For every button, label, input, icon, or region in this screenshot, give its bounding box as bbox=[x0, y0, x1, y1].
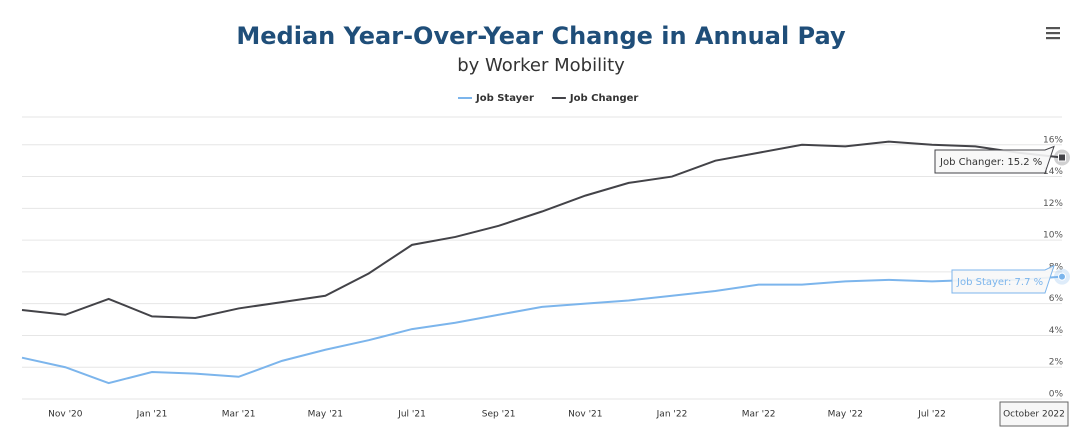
x-tick-label: Jan '21 bbox=[136, 410, 168, 420]
hover-marker bbox=[1058, 153, 1066, 162]
y-tick-label: 6% bbox=[1049, 294, 1064, 304]
x-tick-label: Nov '20 bbox=[48, 410, 83, 420]
x-tick-label: Mar '22 bbox=[742, 410, 776, 420]
y-tick-label: 12% bbox=[1043, 199, 1063, 209]
x-tick-label: Jan '22 bbox=[656, 410, 688, 420]
menu-bar bbox=[1046, 37, 1060, 40]
x-tick-label: May '22 bbox=[828, 410, 863, 420]
y-tick-label: 2% bbox=[1049, 358, 1064, 368]
y-tick-label: 10% bbox=[1043, 231, 1063, 241]
y-tick-label: 4% bbox=[1049, 326, 1064, 336]
chart-subtitle: by Worker Mobility bbox=[457, 55, 625, 76]
legend-label: Job Changer bbox=[569, 93, 638, 104]
menu-bar bbox=[1046, 27, 1060, 30]
x-tick-label: Sep '21 bbox=[482, 410, 516, 420]
x-tooltip-box bbox=[999, 401, 1069, 427]
hover-marker bbox=[1058, 272, 1066, 281]
legend-label: Job Stayer bbox=[475, 93, 534, 104]
chart-title: Median Year-Over-Year Change in Annual P… bbox=[236, 22, 846, 50]
x-tick-label: Nov '21 bbox=[568, 410, 602, 420]
x-tick-label: May '21 bbox=[308, 410, 343, 420]
y-tick-label: 8% bbox=[1049, 262, 1064, 272]
tooltip-box bbox=[934, 145, 1055, 174]
tooltip-box bbox=[951, 264, 1055, 294]
x-tooltip-label: October 2022 bbox=[1003, 410, 1065, 420]
tooltip-label: Job Stayer: 7.7 % bbox=[956, 277, 1043, 288]
x-tick-label: Jul '21 bbox=[397, 410, 426, 420]
y-tick-label: 16% bbox=[1043, 135, 1063, 145]
series-line bbox=[21, 140, 1063, 319]
series-line bbox=[21, 275, 1063, 385]
menu-button[interactable] bbox=[1046, 27, 1060, 40]
y-tick-label: 0% bbox=[1049, 390, 1064, 400]
menu-bar bbox=[1046, 32, 1060, 35]
x-tick-label: Mar '21 bbox=[222, 410, 256, 420]
x-tick-label: Jul '22 bbox=[917, 410, 946, 420]
y-tick-label: 14% bbox=[1043, 167, 1063, 177]
tooltip-label: Job Changer: 15.2 % bbox=[939, 157, 1042, 168]
